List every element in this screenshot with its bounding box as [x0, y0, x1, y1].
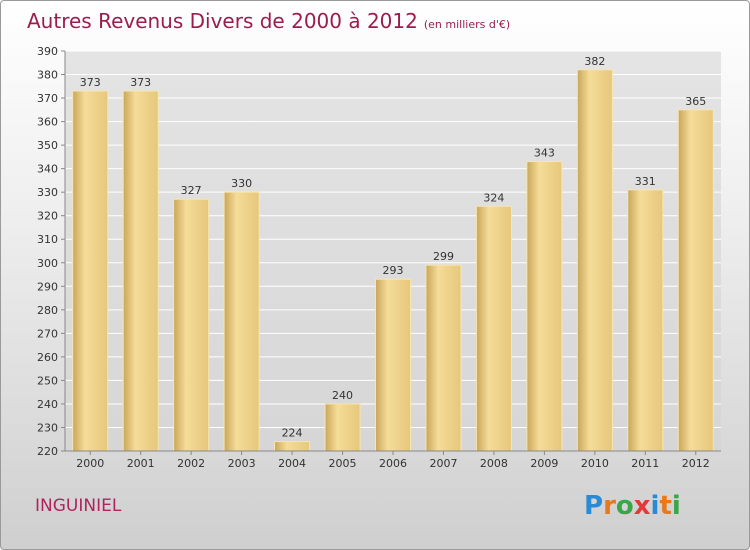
logo-letter: x	[633, 491, 651, 521]
data-label-2002: 327	[181, 184, 202, 197]
y-tick-label-250: 250	[37, 374, 58, 387]
bar-2009	[526, 161, 563, 452]
data-label-2007: 299	[433, 250, 454, 263]
y-tick-label-340: 340	[37, 163, 58, 176]
data-label-2011: 331	[635, 175, 656, 188]
data-label-2012: 365	[685, 95, 706, 108]
y-tick-label-230: 230	[37, 421, 58, 434]
data-label-2005: 240	[332, 389, 353, 402]
y-tick-label-310: 310	[37, 233, 58, 246]
bar-2002	[173, 198, 210, 452]
chart-title-text: Autres Revenus Divers de 2000 à 2012	[27, 9, 418, 33]
bar-2011	[627, 189, 664, 452]
chart-unit: (en milliers d'€)	[423, 18, 511, 31]
x-tick-label-2011: 2011	[631, 457, 659, 470]
y-tick-label-370: 370	[37, 92, 58, 105]
proxiti-logo: Proxiti	[584, 491, 681, 521]
y-tick-label-300: 300	[37, 257, 58, 270]
data-label-2004: 224	[282, 427, 303, 440]
bar-2012	[677, 109, 714, 452]
x-tick-label-2007: 2007	[429, 457, 457, 470]
x-tick-label-2001: 2001	[127, 457, 155, 470]
x-tick-label-2006: 2006	[379, 457, 407, 470]
data-labels: 373 373 327 330 224 240 293 299 324 343 382 331 365	[80, 55, 707, 440]
x-tick-label-2010: 2010	[581, 457, 609, 470]
x-tick-label-2012: 2012	[682, 457, 710, 470]
y-tick-label-390: 390	[37, 45, 58, 58]
data-label-2006: 293	[383, 264, 404, 277]
bar-2003	[223, 191, 260, 452]
data-label-2008: 324	[483, 191, 504, 204]
data-label-2001: 373	[130, 76, 151, 89]
y-tick-label-260: 260	[37, 351, 58, 364]
bar-2004	[274, 441, 311, 452]
bar-2010	[576, 69, 613, 452]
bar-2007	[425, 264, 462, 452]
logo-letter: i	[650, 491, 660, 521]
x-tick-label-2005: 2005	[329, 457, 357, 470]
bar-2000	[72, 90, 109, 452]
bar-2006	[375, 278, 411, 452]
bar-2005	[324, 403, 361, 452]
data-label-2003: 330	[231, 177, 252, 190]
x-tick-label-2008: 2008	[480, 457, 508, 470]
logo-letter: t	[659, 491, 672, 521]
x-tick-label-2002: 2002	[177, 457, 205, 470]
x-axis: 2000 2001 2002 2003 2004 2005 2006 2007 2008 2009…	[76, 451, 710, 470]
location-label: INGUINIEL	[35, 496, 122, 516]
y-tick-label-380: 380	[37, 69, 58, 82]
y-tick-label-290: 290	[37, 280, 58, 293]
bar-2008	[475, 205, 512, 452]
data-label-2000: 373	[80, 76, 101, 89]
logo-letter: r	[603, 491, 616, 521]
x-tick-label-2000: 2000	[76, 457, 104, 470]
y-tick-label-280: 280	[37, 304, 58, 317]
x-tick-label-2009: 2009	[530, 457, 558, 470]
y-tick-label-360: 360	[37, 116, 58, 129]
y-tick-label-330: 330	[37, 186, 58, 199]
y-tick-label-240: 240	[37, 398, 58, 411]
data-label-2009: 343	[534, 147, 555, 160]
y-tick-label-350: 350	[37, 139, 58, 152]
data-label-2010: 382	[584, 55, 605, 68]
bar-2001	[122, 90, 159, 452]
logo-letter: P	[584, 491, 604, 521]
y-tick-label-220: 220	[37, 445, 58, 458]
logo-letter: o	[615, 491, 634, 521]
x-tick-label-2003: 2003	[228, 457, 256, 470]
chart-title: Autres Revenus Divers de 2000 à 2012 (en …	[27, 9, 510, 33]
x-tick-label-2004: 2004	[278, 457, 306, 470]
y-tick-label-270: 270	[37, 327, 58, 340]
y-tick-label-320: 320	[37, 210, 58, 223]
y-axis: 220 230 240 250 260 270 280 290 300 310 320 330 340 3…	[37, 45, 721, 458]
bars	[72, 69, 714, 452]
logo-letter: i	[671, 491, 681, 521]
